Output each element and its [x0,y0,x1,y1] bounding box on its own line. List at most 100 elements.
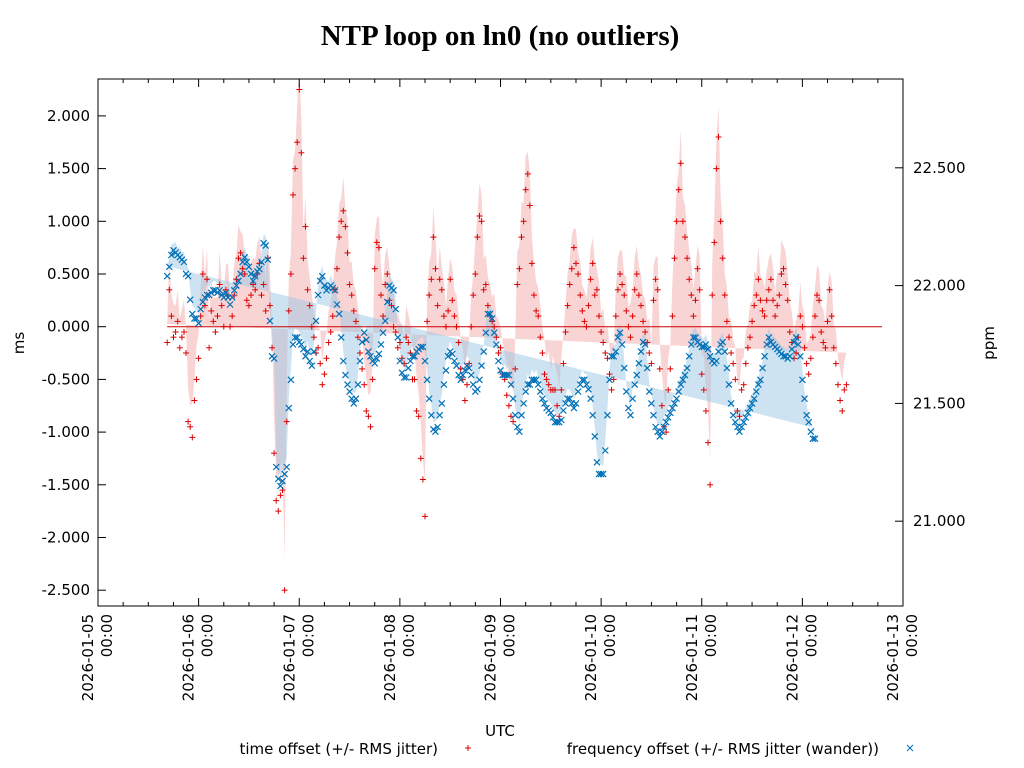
frequency-offset-point [723,364,731,372]
time-offset-point [354,334,361,341]
frequency-offset-point [241,253,249,261]
time-offset-point [600,339,607,346]
time-offset-point [677,160,684,167]
time-offset-point [621,292,628,299]
frequency-offset-point [285,404,293,412]
time-offset-point [373,239,380,246]
time-offset-point [598,329,605,335]
time-offset-point [512,365,519,372]
x-tick-label: 2026-01-10 00:00 [582,614,619,701]
x-tick-time: 00:00 [400,614,418,657]
x-tick-label: 2026-01-07 00:00 [280,614,317,701]
y2-tick-label: 21.500 [913,394,966,412]
frequency-offset-point [790,338,798,346]
frequency-offset-point [742,414,750,421]
time-offset-point [640,318,647,325]
frequency-offset-point [184,272,192,280]
frequency-offset-point [392,305,400,313]
frequency-offset-point [467,371,475,379]
frequency-offset-point [0,0,3,3]
time-offset-point [164,339,171,346]
time-offset-point [474,234,481,241]
y-tick-label: -1.500 [42,476,90,494]
time-offset-point [772,313,779,320]
time-offset-point [449,297,456,304]
frequency-offset-point [270,355,278,363]
time-offset-point [826,286,833,293]
frequency-offset-point [337,333,345,341]
time-offset-point [803,360,810,367]
time-offset-point [384,271,391,277]
time-offset-point [424,318,431,325]
time-offset-point [0,0,3,3]
frequency-offset-point [163,272,171,280]
y-tick-label: -2.000 [42,528,90,546]
frequency-offset-point [331,286,339,294]
x-tick-date: 2026-01-11 [683,614,701,701]
time-offset-point [344,249,351,256]
time-offset-point [837,397,844,404]
frequency-offset-point [381,317,389,325]
time-offset-point [185,418,192,425]
frequency-offset-point [641,341,649,348]
time-offset-point [740,381,747,388]
time-offset-point [237,249,244,256]
frequency-offset-point [232,282,240,290]
frequency-offset-point [509,395,517,403]
time-offset-point [537,334,544,341]
frequency-offset-point [620,364,628,372]
time-offset-point [334,265,340,272]
time-offset-point [744,344,751,351]
frequency-offset-point [186,296,194,304]
time-offset-point [440,313,447,320]
time-offset-point [824,318,831,325]
time-offset-point [359,365,366,372]
frequency-offset-point [593,458,601,466]
time-offset-point [239,265,246,272]
y2-tick-label: 21.000 [913,512,966,530]
frequency-offset-point [801,395,808,403]
frequency-offset-point [536,388,544,396]
frequency-offset-point [622,388,630,396]
frequency-offset-point [0,0,3,3]
frequency-offset-point [262,242,270,250]
x-tick-label: 2026-01-09 00:00 [482,614,519,701]
frequency-offset-point [0,0,3,3]
frequency-offset-point [692,333,699,341]
time-offset-point [0,0,3,3]
frequency-offset-point [570,404,578,412]
time-offset-point [451,313,458,320]
frequency-offset-point [276,482,284,490]
frequency-offset-point [379,329,387,337]
time-offset-point [327,329,334,335]
y-tick-label: -0.500 [42,370,90,388]
frequency-offset-point [761,352,769,360]
frequency-offset-point [352,395,360,403]
time-offset-point [447,276,454,283]
x-tick-label: 2026-01-12 00:00 [783,614,820,701]
time-offset-point [168,313,175,320]
frequency-offset-point [637,348,645,356]
time-offset-point [684,255,691,262]
time-offset-point [753,292,760,299]
time-offset-point [428,276,435,283]
frequency-offset-point [731,418,739,426]
time-offset-point [719,255,726,262]
time-offset-point [298,149,305,156]
time-offset-point [0,0,3,3]
frequency-offset-point [364,348,372,356]
time-offset-point [608,386,615,393]
frequency-offset-point [541,399,548,407]
y2-tick-label: 22.500 [913,159,966,177]
frequency-offset-point [476,376,483,384]
time-offset-point [554,402,561,409]
time-offset-point [625,323,632,330]
time-offset-point [432,265,439,272]
time-offset-point [765,286,772,293]
frequency-offset-point [522,388,530,396]
frequency-offset-point [505,371,513,379]
time-offset-point [176,344,183,351]
frequency-offset-point [681,371,689,379]
time-offset-point [495,350,502,356]
frequency-offset-point [658,428,666,436]
